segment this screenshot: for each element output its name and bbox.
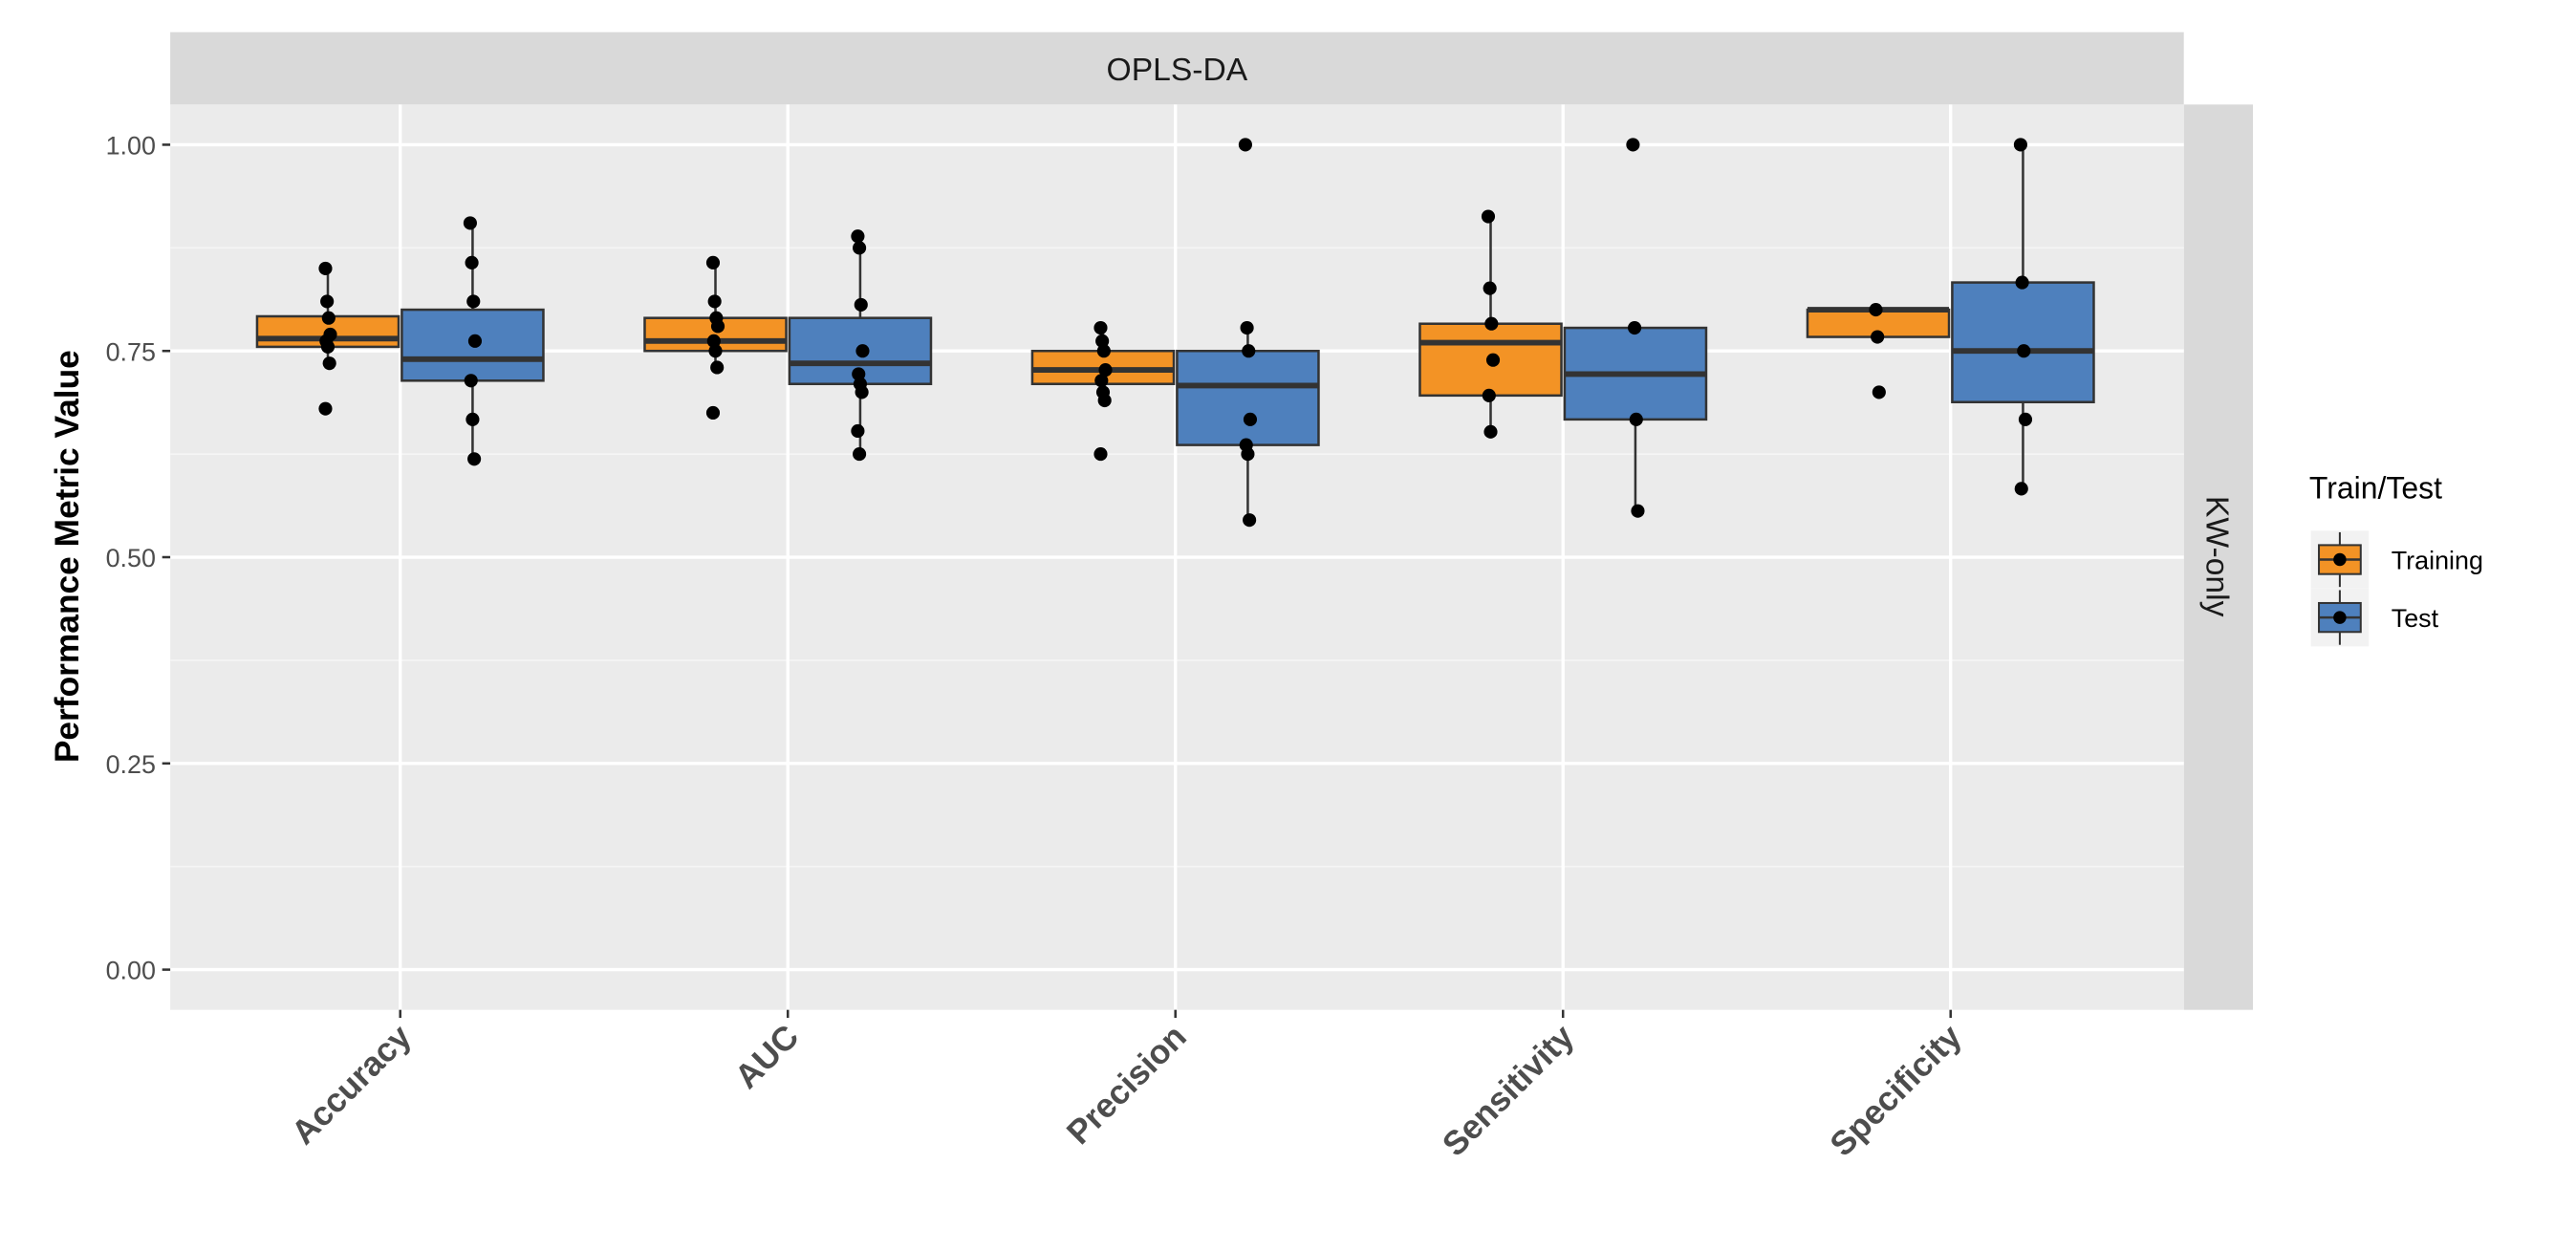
data-point [1243,513,1257,528]
data-point [1242,344,1256,358]
data-point [706,334,721,348]
data-point [318,401,333,416]
box-training-accuracy [255,261,400,416]
box-training-sensitivity [1418,209,1563,439]
data-point [851,423,865,439]
data-point [708,344,723,358]
top-strip-label: OPLS-DA [1107,53,1248,88]
data-point [1093,447,1108,462]
data-point [853,241,867,255]
data-point [852,367,866,381]
data-point [1095,334,1110,348]
data-point [1241,447,1255,462]
data-point [1096,344,1111,358]
y-tick-label: 0.25 [106,750,156,779]
data-point [710,360,725,375]
data-point [707,294,722,309]
x-tick-label: AUC [728,1018,807,1096]
box-test-auc [788,229,933,462]
box-test-sensitivity [1563,138,1708,518]
data-point [851,229,865,244]
box-iqr [1176,349,1320,446]
data-point [1484,316,1499,331]
data-point [1094,374,1109,388]
data-point [1485,353,1501,367]
data-point [2013,138,2027,152]
data-point [318,261,333,275]
data-point [1483,281,1497,295]
right-strip [2183,104,2254,1010]
legend: Train/Test Training Test [2309,471,2483,647]
data-point [1482,388,1496,402]
legend-title: Train/Test [2309,471,2442,506]
data-point [1629,412,1643,426]
data-point [854,297,868,312]
y-tick-label: 1.00 [106,132,156,161]
data-point [1098,363,1113,377]
y-tick-label: 0.50 [106,544,156,572]
data-point [467,334,483,348]
legend-item-test: Test [2310,588,2439,647]
data-point [1093,320,1108,335]
data-point [855,344,870,358]
box-training-precision [1030,320,1176,462]
x-tick-label: Accuracy [285,1018,419,1152]
y-tick-label: 0.75 [106,337,156,366]
data-point [464,374,478,388]
data-point [1869,302,1883,317]
data-point [1097,393,1112,408]
data-point [467,452,482,466]
data-point [1631,504,1645,518]
box-training-specificity [1806,302,1951,399]
box-test-specificity [1951,138,2095,496]
data-point [465,255,479,270]
x-tick-label: Sensitivity [1436,1018,1582,1164]
top-strip [170,32,2184,105]
data-point [463,216,477,230]
data-point [1872,385,1886,399]
data-point [1243,412,1258,426]
data-point [705,255,721,270]
right-strip-label: KW-only [2198,496,2234,617]
box-iqr [1951,281,2095,404]
data-point [855,385,869,399]
data-point [322,356,336,371]
legend-point [2333,552,2347,567]
data-point [2014,482,2028,496]
data-point [320,339,336,354]
box-training-auc [643,255,788,421]
box-test-precision [1176,138,1320,528]
x-tick-label: Specificity [1823,1018,1969,1164]
y-axis-label: Performance Metric Value [49,350,86,763]
data-point [2018,412,2033,426]
data-point [1626,138,1640,152]
y-tick-label: 0.00 [106,957,156,985]
data-point [465,412,480,426]
data-point [1483,424,1498,439]
data-point [2017,344,2031,358]
data-point [466,294,481,309]
data-point [1240,320,1254,335]
data-point [1628,320,1642,335]
data-point [705,405,721,421]
data-point [2015,275,2029,290]
x-tick-label: Precision [1060,1018,1194,1152]
legend-item-training: Training [2310,530,2483,589]
data-point [1481,209,1496,224]
data-point [710,319,725,334]
legend-label: Test [2392,604,2439,633]
data-point [853,447,867,462]
box-test-accuracy [400,216,545,466]
data-point [321,311,336,325]
data-point [1871,330,1885,344]
data-point [1238,138,1252,152]
data-point [320,294,335,309]
legend-label: Training [2392,547,2483,575]
legend-point [2333,611,2347,624]
